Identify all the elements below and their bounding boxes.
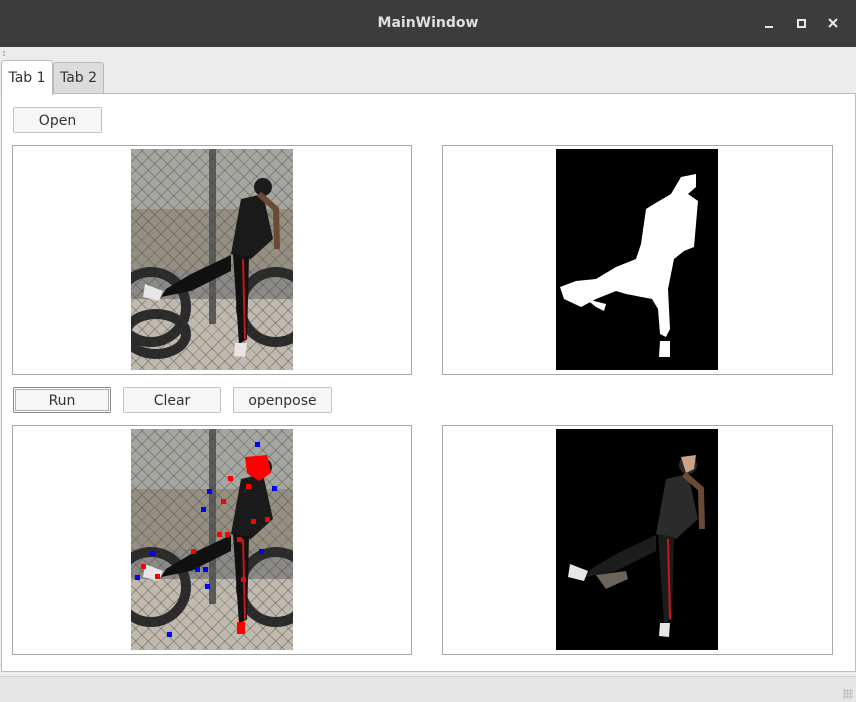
red-keypoints [141, 476, 270, 634]
resize-grip-icon[interactable] [843, 689, 853, 699]
pose-image-panel [12, 425, 412, 655]
pose-photo [131, 429, 293, 650]
run-button[interactable]: Run [13, 387, 111, 413]
clear-button[interactable]: Clear [123, 387, 221, 413]
toolbar-grip[interactable] [3, 51, 7, 59]
minimize-icon[interactable] [760, 14, 778, 32]
original-image-panel [12, 145, 412, 375]
cutout-image-panel [442, 425, 833, 655]
tab-bar: Tab 1 Tab 2 [0, 60, 856, 95]
open-button[interactable]: Open [13, 107, 102, 133]
binary-mask-image [556, 149, 718, 370]
original-photo [131, 149, 293, 370]
close-icon[interactable] [824, 14, 842, 32]
blue-keypoints [135, 442, 277, 637]
maximize-icon[interactable] [792, 14, 810, 32]
face-keypoints [245, 455, 271, 481]
mask-image-panel [442, 145, 833, 375]
segmented-cutout-image [556, 429, 718, 650]
window-title: MainWindow [377, 15, 479, 31]
status-bar [0, 676, 856, 702]
tab-1[interactable]: Tab 1 [1, 60, 53, 95]
title-bar: MainWindow [0, 0, 856, 47]
tab-2[interactable]: Tab 2 [53, 62, 104, 93]
openpose-button[interactable]: openpose [233, 387, 332, 413]
